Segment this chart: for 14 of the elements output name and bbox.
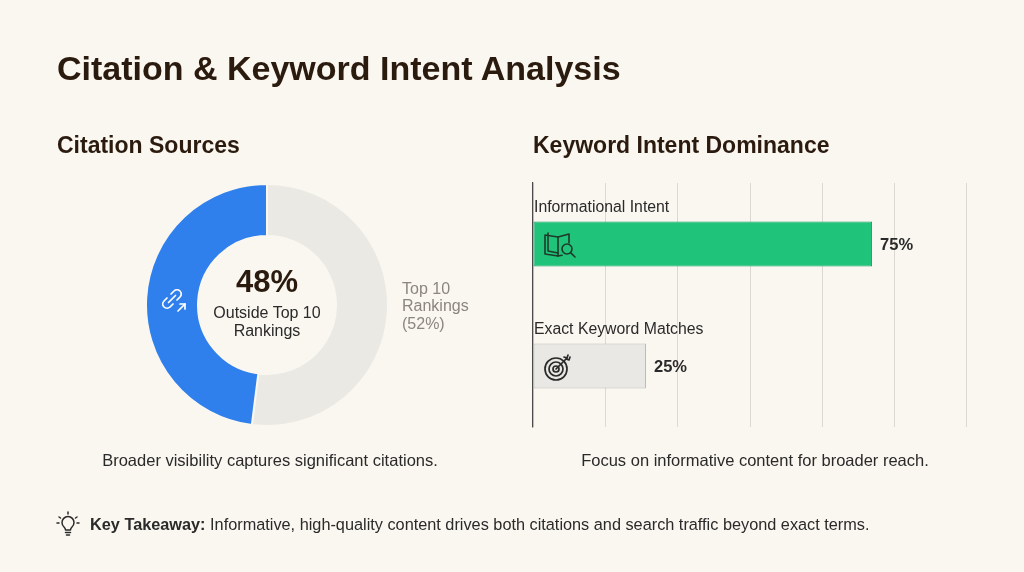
text: Focus on informative content for broader reach. — [580, 451, 930, 470]
y-tick-label: Exact Keyword Matches — [534, 320, 704, 338]
data-label: 25% — [654, 356, 688, 375]
y-tick-label: Informational Intent — [534, 198, 670, 216]
text: Citation & Keyword Intent Analysis — [57, 49, 621, 87]
chart-title: Citation Sources — [57, 132, 240, 159]
text: Key Takeaway: Informative, high-quality content drives both citations and search traffic beyond exact terms. — [90, 515, 870, 534]
chart-title: Keyword Intent Dominance — [533, 132, 830, 159]
data-label: 48% — [235, 263, 299, 299]
slice-label: Outside Top 10 Rankings — [213, 304, 321, 340]
data-label: (52%) — [402, 314, 445, 332]
slice-label: Top 10 Rankings — [402, 279, 469, 315]
data-label: 75% — [880, 234, 914, 253]
text: Broader visibility captures significant citations. — [101, 451, 439, 470]
